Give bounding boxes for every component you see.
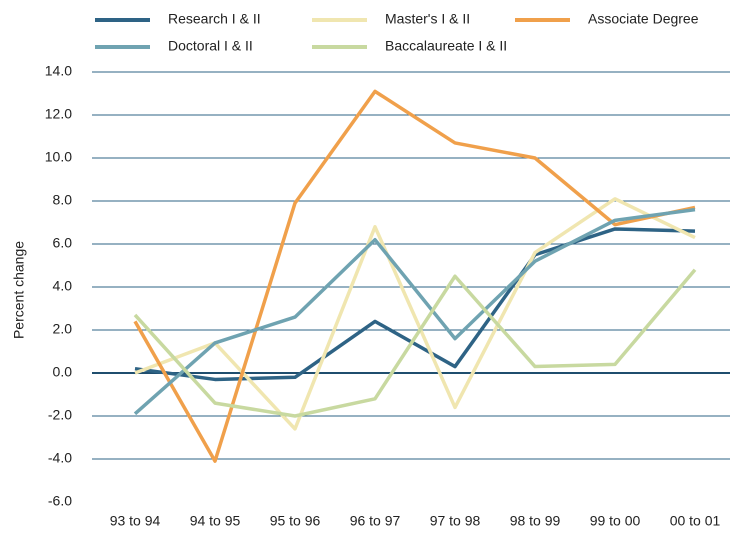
series-line <box>133 207 696 416</box>
x-tick-label: 97 to 98 <box>430 513 481 529</box>
x-tick-label: 95 to 96 <box>270 513 321 529</box>
series-line <box>134 197 696 431</box>
x-tick-label: 99 to 00 <box>590 513 641 529</box>
x-tick-label: 98 to 99 <box>510 513 561 529</box>
series-line <box>134 227 696 382</box>
y-axis-label: Percent change <box>11 241 27 339</box>
y-tick-label: 12.0 <box>45 106 72 122</box>
y-tick-label: 0.0 <box>53 364 73 380</box>
series-line <box>133 89 696 463</box>
x-tick-label: 93 to 94 <box>110 513 161 529</box>
series-line <box>133 268 697 418</box>
y-tick-label: -6.0 <box>48 493 72 509</box>
y-tick-label: -2.0 <box>48 407 72 423</box>
x-tick-label: 00 to 01 <box>670 513 721 529</box>
y-tick-label: 2.0 <box>53 321 73 337</box>
legend-label: Master's I & II <box>385 11 470 27</box>
y-tick-label: 14.0 <box>45 63 72 79</box>
legend-label: Research I & II <box>168 11 261 27</box>
y-tick-label: 4.0 <box>53 278 73 294</box>
legend-label: Baccalaureate I & II <box>385 38 507 54</box>
x-tick-label: 94 to 95 <box>190 513 241 529</box>
y-tick-label: 10.0 <box>45 149 72 165</box>
y-tick-label: 6.0 <box>53 235 73 251</box>
y-tick-label: 8.0 <box>53 192 73 208</box>
x-tick-label: 96 to 97 <box>350 513 401 529</box>
legend-label: Doctoral I & II <box>168 38 253 54</box>
y-tick-label: -4.0 <box>48 450 72 466</box>
legend-label: Associate Degree <box>588 11 699 27</box>
